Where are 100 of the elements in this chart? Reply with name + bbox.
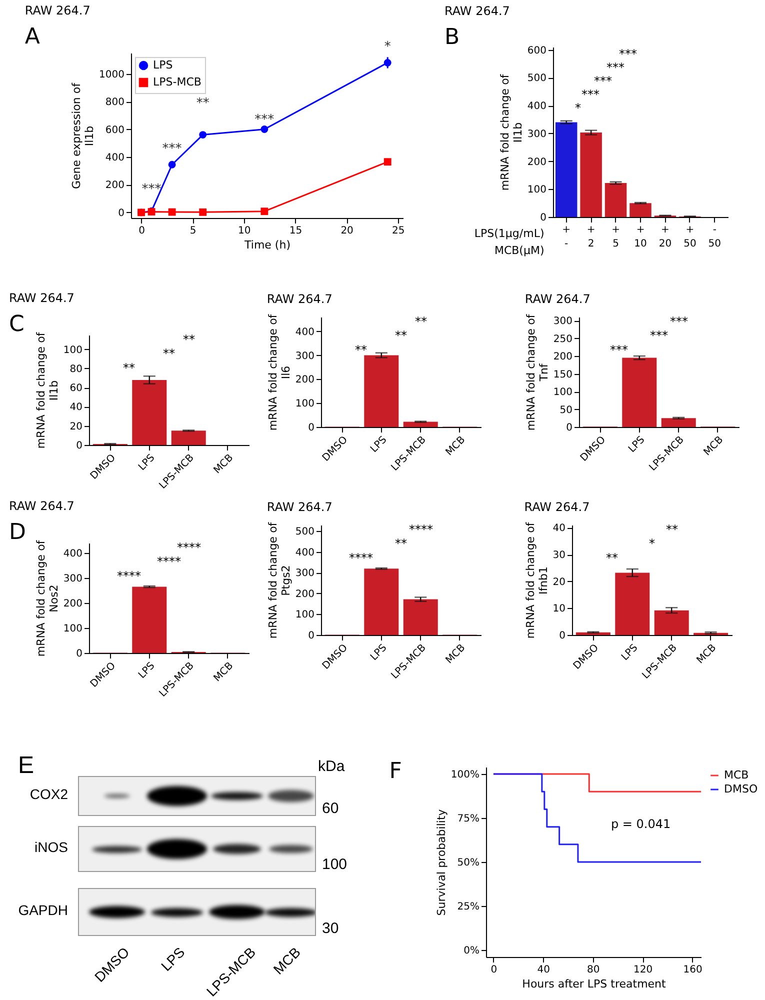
annotation: *** <box>650 328 668 343</box>
y-tick-label: 50% <box>457 858 480 868</box>
y-axis-title: mRNA fold change of Ptgs2 <box>266 521 292 639</box>
y-tick-label: 800 <box>105 97 124 108</box>
annotation: p = 0.041 <box>610 817 671 831</box>
legend-label: MCB <box>724 768 749 782</box>
annotation: ** <box>395 328 407 343</box>
y-tick-label: 20 <box>70 421 82 432</box>
x-tick-label: + - <box>562 224 571 250</box>
annotation: * <box>384 40 392 55</box>
x-tick-label: 20 <box>340 226 354 236</box>
text: C <box>9 312 24 337</box>
x-axis-title: Time (h) <box>244 238 290 252</box>
chart-title: RAW 264.7 <box>9 499 74 513</box>
chart-title: RAW 264.7 <box>266 500 332 514</box>
text: 60 <box>322 800 339 817</box>
x-tick-label: 160 <box>683 964 702 976</box>
annotation: *** <box>142 182 162 198</box>
y-axis-title: mRNA fold change of Il1b <box>34 331 60 449</box>
legend-label: DMSO <box>724 782 758 796</box>
text: LPS(1μg/mL) <box>474 227 544 240</box>
x-tick-label: + 10 <box>634 224 647 250</box>
x-tick-label: LPS <box>136 660 158 681</box>
chart-title: RAW 264.7 <box>9 291 74 305</box>
y-tick-label: 50 <box>560 404 572 416</box>
x-tick-label: LPS <box>620 642 640 663</box>
text: D <box>9 520 26 545</box>
x-tick-label: 80 <box>587 964 600 976</box>
y-axis-title: Gene expression of Il1b <box>70 82 96 189</box>
y-axis-title: mRNA fold change of Il6 <box>266 313 292 431</box>
y-tick-label: 1000 <box>99 69 124 80</box>
annotation: *** <box>594 74 612 88</box>
text: F <box>389 758 402 784</box>
text: COX2 <box>28 786 68 802</box>
y-tick-label: 500 <box>527 73 546 84</box>
annotation: ** <box>395 536 407 551</box>
text: 100 <box>322 856 348 873</box>
y-tick-label: 400 <box>295 547 314 558</box>
annotation: * <box>649 536 655 551</box>
y-axis-title: mRNA fold change of Nos2 <box>34 539 60 657</box>
annotation: **** <box>349 551 373 565</box>
text: kDa <box>318 758 345 775</box>
y-tick-label: 200 <box>295 374 314 386</box>
y-tick-label: 600 <box>105 124 124 136</box>
text: 30 <box>322 920 339 937</box>
x-tick-label: + 2 <box>586 224 596 250</box>
y-tick-label: 60 <box>70 383 82 394</box>
y-tick-label: 100 <box>63 624 82 634</box>
y-axis-title: Survival probability <box>434 808 448 916</box>
y-tick-label: 100 <box>527 184 546 196</box>
annotation: **** <box>177 540 201 554</box>
annotation: ** <box>355 343 367 357</box>
y-tick-label: 100% <box>450 770 480 781</box>
y-tick-label: 0 <box>540 212 546 224</box>
y-tick-label: 400 <box>527 101 546 112</box>
chart-title: RAW 264.7 <box>524 292 590 306</box>
y-tick-label: 200 <box>527 156 546 168</box>
y-tick-label: 200 <box>295 588 314 600</box>
y-tick-label: 100 <box>553 387 572 398</box>
y-tick-label: 100 <box>295 398 314 410</box>
annotation: ** <box>183 332 195 346</box>
annotation: **** <box>157 554 181 569</box>
x-tick-label: - 50 <box>708 224 722 250</box>
y-tick-label: 100 <box>63 344 82 356</box>
annotation: ** <box>123 361 135 375</box>
y-tick-label: 20 <box>552 576 566 588</box>
annotation: *** <box>610 343 628 357</box>
y-tick-label: 300 <box>295 568 314 580</box>
x-tick-label: LPS <box>626 434 648 455</box>
x-tick-label: 5 <box>190 226 196 236</box>
text: GAPDH <box>17 902 68 918</box>
y-tick-label: 300 <box>295 350 314 362</box>
y-axis-title: mRNA fold change of Ifnb1 <box>524 521 550 639</box>
y-tick-label: 0 <box>566 422 572 434</box>
y-axis-title: mRNA fold change of Tnf <box>524 313 550 431</box>
annotation: **** <box>117 569 141 583</box>
annotation: *** <box>162 142 182 157</box>
y-tick-label: 0 <box>559 630 566 642</box>
y-tick-label: 400 <box>295 326 314 338</box>
text: A <box>24 24 40 50</box>
text: MCB(μM) <box>494 244 544 257</box>
annotation: ** <box>196 96 210 111</box>
y-tick-label: 300 <box>527 128 546 140</box>
x-tick-label: 15 <box>289 226 302 236</box>
chart-title: RAW 264.7 <box>24 4 90 18</box>
y-tick-label: 600 <box>527 45 546 56</box>
text: B <box>444 24 460 50</box>
annotation: ** <box>163 346 175 361</box>
y-tick-label: 200 <box>105 180 124 192</box>
y-tick-label: 300 <box>63 574 82 584</box>
annotation: **** <box>409 522 433 536</box>
annotation: ** <box>666 522 678 536</box>
y-tick-label: 200 <box>63 598 82 610</box>
y-tick-label: 100 <box>295 610 314 621</box>
chart-title: RAW 264.7 <box>524 500 590 514</box>
annotation: *** <box>582 88 600 102</box>
y-tick-label: 0 <box>308 630 314 642</box>
legend-label: LPS-MCB <box>153 76 202 88</box>
y-tick-label: 200 <box>553 352 572 363</box>
y-tick-label: 500 <box>295 526 314 538</box>
